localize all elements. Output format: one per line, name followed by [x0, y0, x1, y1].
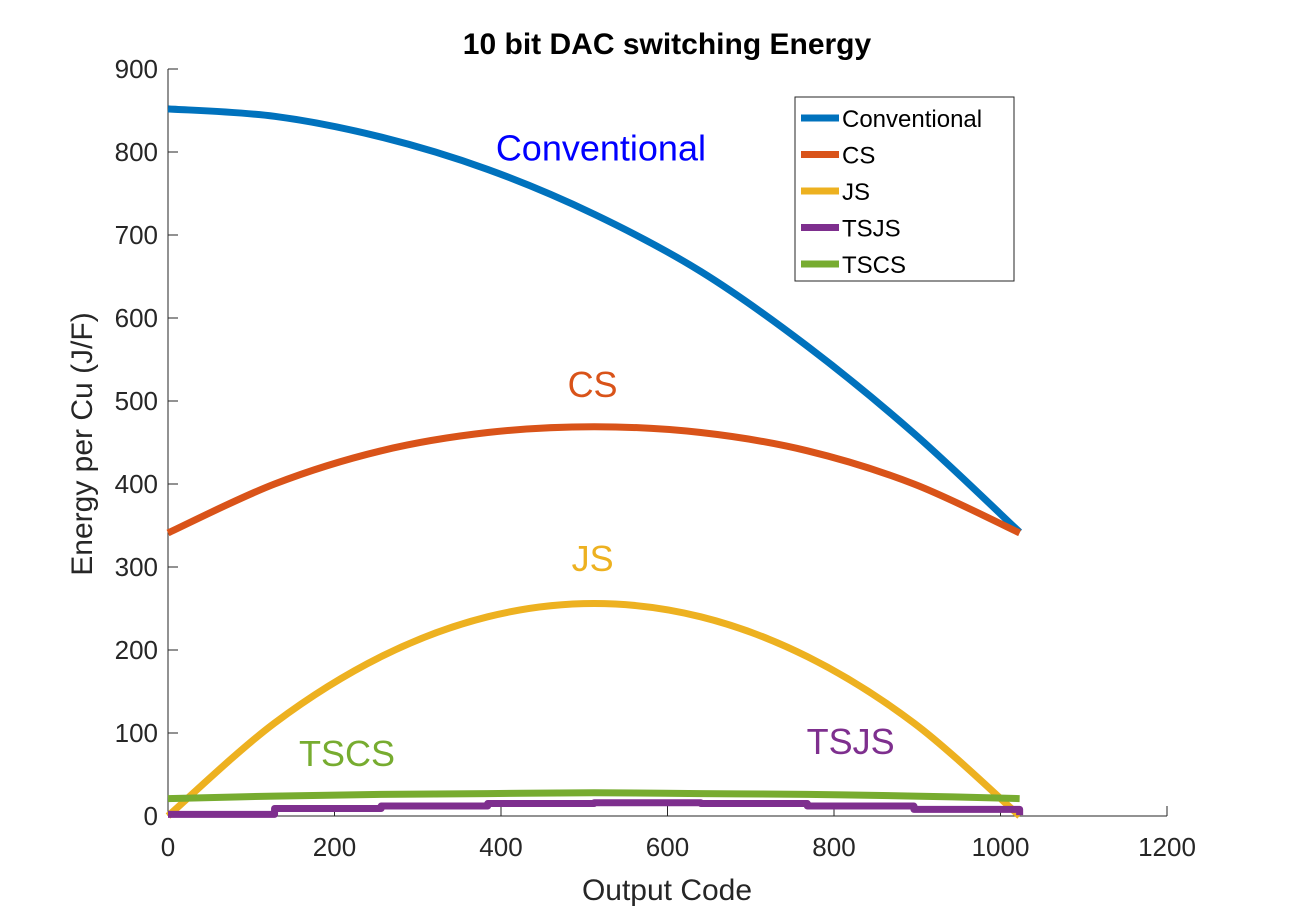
y-tick-label: 700 — [115, 220, 158, 250]
x-tick-label: 600 — [646, 832, 689, 862]
legend-label-js: JS — [842, 179, 870, 206]
annotation-tsjs: TSJS — [807, 721, 895, 762]
x-tick-label: 400 — [479, 832, 522, 862]
annotation-cs: CS — [568, 364, 618, 405]
y-tick-label: 800 — [115, 137, 158, 167]
legend-label-tsjs: TSJS — [842, 216, 901, 243]
legend-label-cs: CS — [842, 143, 875, 170]
series-line-conventional — [167, 105, 1023, 535]
y-tick-label: 900 — [115, 54, 158, 84]
legend: Conventional CS JS TSJS TSCS — [794, 96, 1015, 282]
annotation-js: JS — [572, 538, 614, 579]
legend-label-conventional: Conventional — [842, 106, 982, 133]
y-tick-label: 100 — [115, 718, 158, 748]
annotation-layer: Conventional CS JS TSCS TSJS — [299, 127, 895, 774]
axes: 0 200 400 600 800 1000 1200 0 100 200 300 400 500 600… — [115, 54, 1196, 862]
legend-label-tscs: TSCS — [842, 252, 906, 279]
y-tick-label: 200 — [115, 635, 158, 665]
y-tick-label: 0 — [144, 801, 158, 831]
annotation-conventional: Conventional — [496, 127, 706, 168]
y-tick-label: 600 — [115, 303, 158, 333]
x-tick-label: 1000 — [972, 832, 1030, 862]
x-tick-label: 0 — [161, 832, 175, 862]
series-line-js — [165, 600, 1022, 819]
chart-title: 10 bit DAC switching Energy — [463, 28, 872, 61]
y-tick-label: 300 — [115, 552, 158, 582]
series-line-cs — [166, 423, 1022, 537]
series-layer — [165, 105, 1024, 819]
series-line-tsjs — [168, 799, 1024, 818]
series-line-tscs — [167, 789, 1020, 803]
x-tick-label: 800 — [812, 832, 855, 862]
y-axis-title: Energy per Cu (J/F) — [66, 312, 99, 575]
x-tick-label: 1200 — [1138, 832, 1196, 862]
x-axis-title: Output Code — [582, 874, 752, 907]
x-tick-label: 200 — [313, 832, 356, 862]
y-tick-label: 500 — [115, 386, 158, 416]
y-tick-label: 400 — [115, 469, 158, 499]
annotation-tscs: TSCS — [299, 733, 395, 774]
